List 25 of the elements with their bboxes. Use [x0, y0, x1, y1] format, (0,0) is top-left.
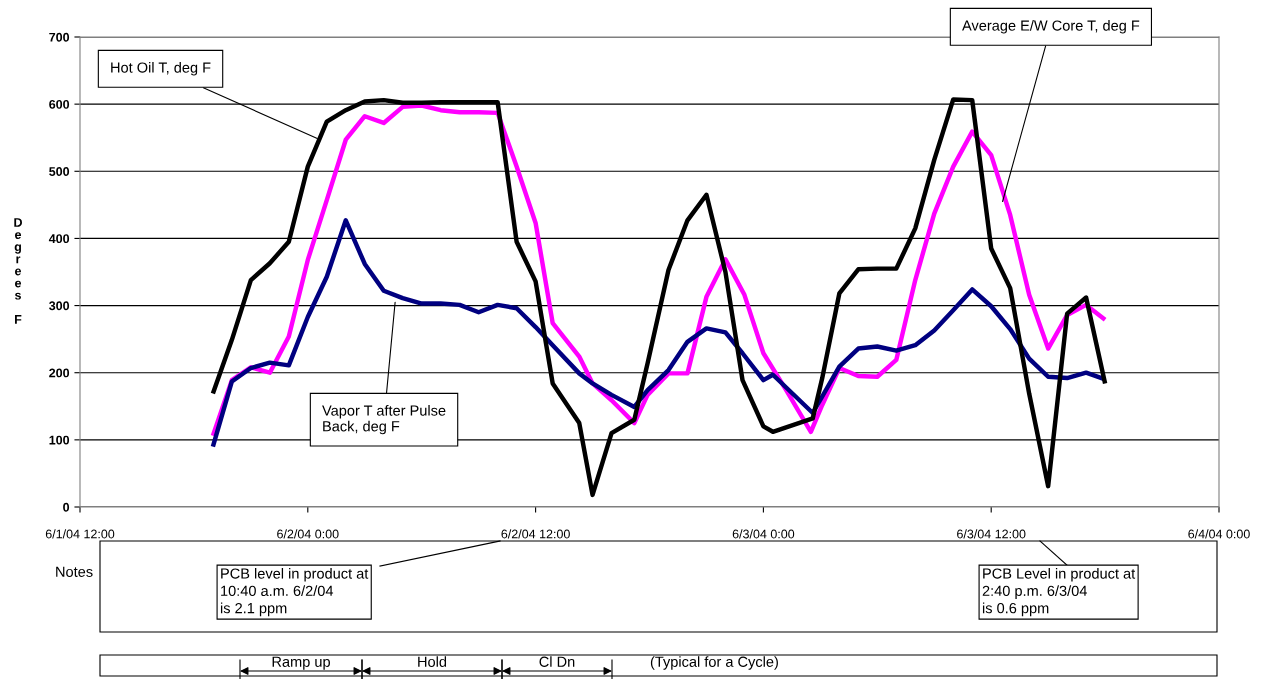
text: Ramp up	[272, 656, 330, 670]
y-tick-label: 500	[49, 167, 70, 176]
text: Cl Dn	[539, 656, 575, 667]
y-tick-label: 0	[63, 502, 70, 512]
text: Notes	[56, 566, 93, 577]
x-tick-label: 6/3/04 12:00	[957, 529, 1026, 539]
y-tick-label: 600	[49, 99, 70, 109]
annotation: Average E/W Core T, deg F	[962, 20, 1140, 34]
x-tick-label: 6/2/04 0:00	[277, 529, 339, 539]
annotation: Hot Oil T, deg F	[111, 62, 211, 76]
x-tick-label: 6/4/04 0:00	[1188, 529, 1250, 539]
y-tick-label: 300	[49, 301, 70, 311]
y-tick-label: 100	[49, 435, 70, 445]
x-tick-label: 6/3/04 0:00	[732, 529, 795, 539]
x-tick-label: 6/2/04 12:00	[501, 529, 570, 539]
y-tick-label: 700	[49, 32, 70, 42]
x-tick-label: 6/1/04 12:00	[45, 529, 115, 539]
text: PCB level in product at 10:40 a.m. 6/2/04 is 2.1 ppm	[220, 568, 369, 617]
y-tick-label: 400	[48, 234, 70, 244]
text: Degrees F	[14, 218, 22, 324]
text: (Typical for a Cycle)	[650, 656, 778, 670]
text: PCB Level in product at 2:40 p.m. 6/3/04 is 0.6 ppm	[982, 568, 1136, 617]
text: Hold	[418, 656, 447, 667]
annotation: Vapor T after Pulse Back, deg F	[322, 405, 446, 435]
y-tick-label: 200	[49, 368, 70, 378]
